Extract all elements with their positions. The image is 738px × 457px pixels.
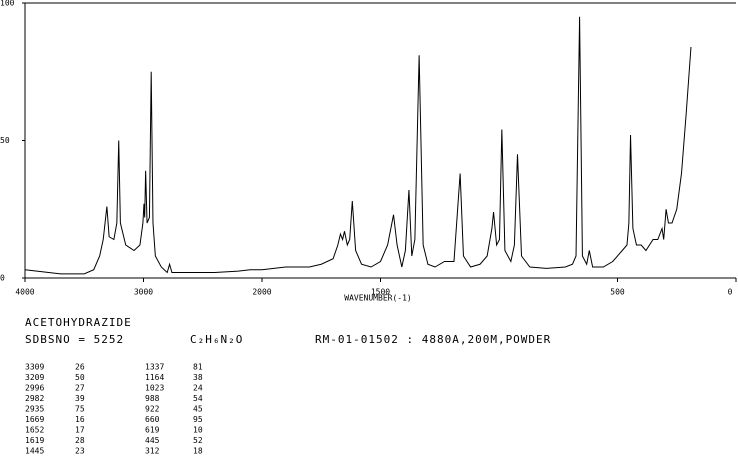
peak-table-cell: 38 <box>193 373 203 382</box>
peak-table-cell: 619 <box>145 426 160 435</box>
peak-table-cell: 445 <box>145 436 160 445</box>
peak-table-cell: 1164 <box>145 373 164 382</box>
peak-table-cell: 3309 <box>25 363 44 372</box>
peak-table-cell: 1669 <box>25 415 44 424</box>
peak-table-cell: 28 <box>75 436 85 445</box>
y-tick-label: 100 <box>0 0 15 8</box>
peak-table-cell: 52 <box>193 436 203 445</box>
peak-table-cell: 3209 <box>25 373 44 382</box>
peak-table-cell: 1619 <box>25 436 44 445</box>
peak-table-cell: 988 <box>145 394 160 403</box>
peak-table-cell: 922 <box>145 405 160 414</box>
peak-table-cell: 1445 <box>25 447 44 456</box>
y-tick-label: 50 <box>0 136 10 145</box>
peak-table-cell: 50 <box>75 373 85 382</box>
x-tick-label: 4000 <box>15 288 34 297</box>
peak-table-cell: 39 <box>75 394 85 403</box>
peak-table-cell: 23 <box>75 447 85 456</box>
measurement: RM-01-01502 : 4880A,200M,POWDER <box>315 333 551 346</box>
peak-table-cell: 24 <box>193 384 203 393</box>
peak-table-cell: 45 <box>193 405 203 414</box>
x-tick-label: 1500 <box>371 288 390 297</box>
peak-table-cell: 81 <box>193 363 203 372</box>
peak-table-cell: 1337 <box>145 363 164 372</box>
x-tick-label: 2000 <box>252 288 271 297</box>
compound-name: ACETOHYDRAZIDE <box>25 316 132 329</box>
peak-table-cell: 1652 <box>25 426 44 435</box>
peak-table-cell: 2935 <box>25 405 44 414</box>
peak-table-cell: 1023 <box>145 384 164 393</box>
formula: C₂H₆N₂O <box>190 333 243 346</box>
peak-table-cell: 17 <box>75 426 85 435</box>
x-tick-label: 0 <box>728 288 733 297</box>
peak-table-cell: 312 <box>145 447 160 456</box>
spectrum-line <box>24 16 692 275</box>
peak-table-cell: 26 <box>75 363 85 372</box>
peak-table-cell: 2996 <box>25 384 44 393</box>
peak-table-cell: 18 <box>193 447 203 456</box>
peak-table-cell: 16 <box>75 415 85 424</box>
peak-table-cell: 75 <box>75 405 85 414</box>
peak-table-cell: 10 <box>193 426 203 435</box>
peak-table-cell: 2982 <box>25 394 44 403</box>
sdbs-number: SDBSNO = 5252 <box>25 333 124 346</box>
x-tick-label: 3000 <box>134 288 153 297</box>
peak-table-cell: 660 <box>145 415 160 424</box>
x-tick-label: 500 <box>610 288 625 297</box>
y-tick-label: 0 <box>0 274 5 283</box>
x-axis-label: WAVENUMBER(-1) <box>344 294 411 303</box>
peak-table-cell: 54 <box>193 394 203 403</box>
peak-table-cell: 27 <box>75 384 85 393</box>
peak-table-cell: 95 <box>193 415 203 424</box>
